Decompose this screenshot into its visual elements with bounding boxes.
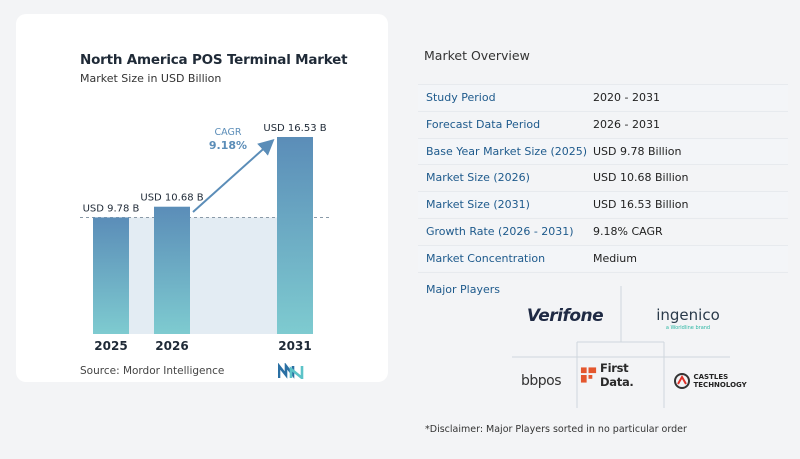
- castles-logo: CASTLES TECHNOLOGY: [665, 366, 747, 396]
- overview-row-label: Market Size (2031): [426, 198, 530, 212]
- overview-row-label: Market Concentration: [426, 251, 546, 265]
- overview-row-value: USD 10.68 Billion: [593, 171, 689, 185]
- overview-row-value: 2020 - 2031: [593, 91, 660, 104]
- disclaimer: *Disclaimer: Major Players sorted in no …: [425, 424, 687, 435]
- overview-row-label: Market Size (2026): [426, 171, 530, 185]
- overview-row: Growth Rate (2026 - 2031) 9.18% CAGR: [418, 218, 788, 244]
- data-label-2031: USD 16.53 B: [263, 123, 326, 134]
- data-label-2025: USD 9.78 B: [83, 203, 140, 214]
- overview-row-value: USD 16.53 Billion: [593, 198, 689, 212]
- overview-row-value: USD 9.78 Billion: [593, 144, 682, 158]
- overview-row-label: Forecast Data Period: [426, 117, 541, 131]
- overview-divider: [418, 271, 788, 273]
- overview-row-label: Growth Rate (2026 - 2031): [426, 225, 574, 238]
- cagr-arrow: [192, 138, 275, 213]
- castles-icon: [673, 373, 690, 389]
- baseline-band: [93, 217, 313, 334]
- bar-chart: USD 9.78 B 2025 USD 10.68 B 2026 USD 16.53 B…: [80, 123, 330, 353]
- chart-subtitle: Market Size in USD Billion: [80, 72, 222, 85]
- mordor-intelligence-logo: [277, 362, 304, 383]
- x-tick-2026: 2026: [155, 339, 188, 353]
- verifone-logo: Verifone: [526, 306, 604, 326]
- overview-row: Market Concentration Medium: [418, 244, 788, 271]
- overview-row: Market Size (2026) USD 10.68 Billion: [418, 164, 788, 190]
- first-data-icon: [580, 367, 597, 383]
- x-tick-2025: 2025: [94, 339, 127, 353]
- overview-row-label: Study Period: [426, 91, 496, 104]
- overview-row-value: Medium: [593, 251, 637, 265]
- overview-row-value: 2026 - 2031: [593, 117, 660, 131]
- overview-row: Market Size (2031) USD 16.53 Billion: [418, 191, 788, 218]
- overview-row-label: Base Year Market Size (2025): [426, 144, 588, 158]
- data-label-2026: USD 10.68 B: [140, 193, 203, 204]
- first-data-logo: First Data.: [580, 360, 662, 390]
- ingenico-logo: ingenico a Worldline brand: [656, 305, 720, 331]
- overview-row: Forecast Data Period 2026 - 2031: [418, 110, 788, 137]
- overview-row: Study Period 2020 - 2031: [418, 84, 788, 110]
- cagr-label: CAGR: [215, 127, 242, 138]
- chart-title: North America POS Terminal Market: [80, 52, 348, 68]
- cagr-value: 9.18%: [209, 139, 247, 152]
- bar-2031: [277, 137, 313, 334]
- overview-row-value: 9.18% CAGR: [593, 225, 663, 238]
- major-players-title: Major Players: [426, 283, 500, 296]
- bar-2025: [93, 217, 129, 334]
- bbpos-logo: bbpos: [520, 373, 562, 389]
- overview-row: Base Year Market Size (2025) USD 9.78 Bil…: [418, 137, 788, 164]
- x-tick-2031: 2031: [278, 339, 311, 353]
- market-overview-title: Market Overview: [424, 48, 530, 63]
- source-note: Source: Mordor Intelligence: [80, 365, 225, 377]
- bar-2026: [154, 206, 190, 334]
